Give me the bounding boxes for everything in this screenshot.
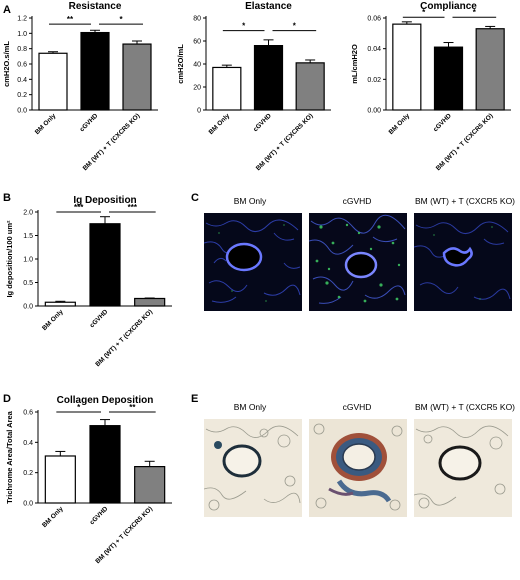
elastance-significance-label-0: * <box>242 22 246 31</box>
panel-c-images: BM Only cGVHD BM (WT) + T (CXCR5 KO) <box>200 196 515 336</box>
compliance-bar-2 <box>475 28 505 111</box>
compliance-significance-label-0: * <box>422 8 426 17</box>
resistance-title: Resistance <box>69 1 122 12</box>
ig-y-tick-label: 0.0 <box>23 304 33 311</box>
compliance-category-label-1: cGVHD <box>432 112 453 133</box>
resistance-y-tick-label: 0.0 <box>17 108 27 115</box>
collagen-bar-2 <box>134 465 166 504</box>
ig-category-label-1: cGVHD <box>89 308 110 329</box>
resistance-y-tick-label: 1.0 <box>17 31 27 38</box>
ig-significance-label-1: *** <box>128 203 138 212</box>
ig-bar-1 <box>89 223 121 307</box>
resistance-significance-label-0: ** <box>67 15 74 24</box>
compliance-y-tick-label: 0.06 <box>367 16 381 23</box>
panel-label-d: D <box>3 393 11 405</box>
collagen-bar-0 <box>44 455 76 504</box>
compliance-bar-1 <box>433 46 464 111</box>
ig-y-tick-label: 1.0 <box>23 257 33 264</box>
fluorescence-micrograph-cgvhd <box>309 213 407 311</box>
resistance-chart: Resistance cmH2O.s/mL 0.0 0.2 0.4 0.6 0.8 1.0 1.… <box>2 1 158 172</box>
resistance-y-tick-label: 0.6 <box>17 62 27 69</box>
ig-y-axis-label: Ig deposition/100 um² <box>5 220 14 298</box>
collagen-bar-1 <box>89 425 121 504</box>
compliance-significance-label-1: * <box>473 8 477 17</box>
collagen-deposition-chart: Collagen Deposition Trichrome Area/Total … <box>5 395 172 565</box>
image-label-cxcr5ko: BM (WT) + T (CXCR5 KO) <box>414 196 516 206</box>
compliance-y-tick-label: 0.04 <box>367 46 381 53</box>
elastance-y-tick-label: 60 <box>193 39 201 46</box>
resistance-significance-label-1: * <box>119 15 123 24</box>
collagen-title: Collagen Deposition <box>57 395 154 406</box>
resistance-category-label-0: BM Only <box>34 112 58 136</box>
resistance-bar-2 <box>122 43 152 111</box>
compliance-y-tick-label: 0.00 <box>367 108 381 115</box>
ig-bar-2 <box>134 297 166 307</box>
compliance-title: Compliance <box>420 1 477 12</box>
elastance-bar-2 <box>295 62 325 111</box>
compliance-y-axis-label: mL/cmH2O <box>350 44 359 84</box>
resistance-y-tick-label: 0.4 <box>17 77 27 84</box>
collagen-y-tick-label: 0.0 <box>23 501 33 508</box>
ig-category-label-0: BM Only <box>41 308 65 332</box>
elastance-y-axis-label: cmH2O/mL <box>176 44 185 84</box>
image-label-cgvhd-e: cGVHD <box>342 402 372 412</box>
elastance-y-tick-label: 0 <box>197 108 201 115</box>
ig-y-tick-label: 2.0 <box>23 210 33 217</box>
compliance-category-label-0: BM Only <box>388 112 412 136</box>
fluorescence-micrograph-bm-only <box>204 213 302 311</box>
collagen-y-tick-label: 0.4 <box>23 440 33 447</box>
compliance-chart: Compliance mL/cmH2O 0.00 0.02 0.04 0.06 BM Onl… <box>350 1 511 172</box>
elastance-category-label-0: BM Only <box>208 112 232 136</box>
compliance-y-tick-label: 0.02 <box>367 77 381 84</box>
compliance-bar-0 <box>392 23 422 111</box>
ig-deposition-chart: Ig Deposition Ig deposition/100 um² 0.0 0.5… <box>5 195 172 368</box>
trichrome-micrograph-cxcr5ko <box>414 419 512 517</box>
fluorescence-micrograph-cxcr5ko <box>414 213 512 311</box>
ig-y-tick-label: 0.5 <box>23 280 33 287</box>
elastance-title: Elastance <box>245 1 292 12</box>
elastance-significance-label-1: * <box>293 22 297 31</box>
image-label-bm-only-e: BM Only <box>233 402 267 412</box>
resistance-category-label-1: cGVHD <box>79 112 100 133</box>
panel-label-c: C <box>191 192 199 204</box>
elastance-bar-1 <box>253 44 284 111</box>
panel-label-a: A <box>3 4 11 16</box>
elastance-y-tick-label: 20 <box>193 85 201 92</box>
trichrome-micrograph-cgvhd <box>309 419 407 517</box>
resistance-y-tick-label: 1.2 <box>17 16 27 23</box>
elastance-y-tick-label: 40 <box>193 62 201 69</box>
image-label-cxcr5ko-e: BM (WT) + T (CXCR5 KO) <box>414 402 516 412</box>
panel-e-images: BM Only cGVHD BM (WT) + T (CXCR5 KO) <box>200 402 515 542</box>
collagen-significance-label-1: ** <box>129 403 136 412</box>
resistance-y-tick-label: 0.8 <box>17 46 27 53</box>
panel-label-b: B <box>3 192 11 204</box>
image-label-bm-only: BM Only <box>233 196 267 206</box>
collagen-y-tick-label: 0.2 <box>23 470 33 477</box>
collagen-y-tick-label: 0.6 <box>23 410 33 417</box>
resistance-bar-0 <box>38 52 68 111</box>
elastance-category-label-1: cGVHD <box>252 112 273 133</box>
collagen-category-label-0: BM Only <box>41 505 65 529</box>
resistance-y-axis-label: cmH2O.s/mL <box>2 41 11 87</box>
resistance-y-tick-label: 0.2 <box>17 92 27 99</box>
elastance-bar-0 <box>212 66 242 111</box>
collagen-category-label-1: cGVHD <box>89 505 110 526</box>
collagen-y-axis-label: Trichrome Area/Total Area <box>5 410 14 503</box>
trichrome-micrograph-bm-only <box>204 419 302 517</box>
ig-y-tick-label: 1.5 <box>23 233 33 240</box>
collagen-significance-label-0: * <box>77 403 81 412</box>
elastance-y-tick-label: 80 <box>193 16 201 23</box>
ig-significance-label-0: *** <box>74 203 84 212</box>
resistance-bar-1 <box>80 31 110 111</box>
ig-title: Ig Deposition <box>73 195 136 206</box>
image-label-cgvhd: cGVHD <box>342 196 372 206</box>
ig-bar-0 <box>44 301 76 307</box>
panel-label-e: E <box>191 393 199 405</box>
